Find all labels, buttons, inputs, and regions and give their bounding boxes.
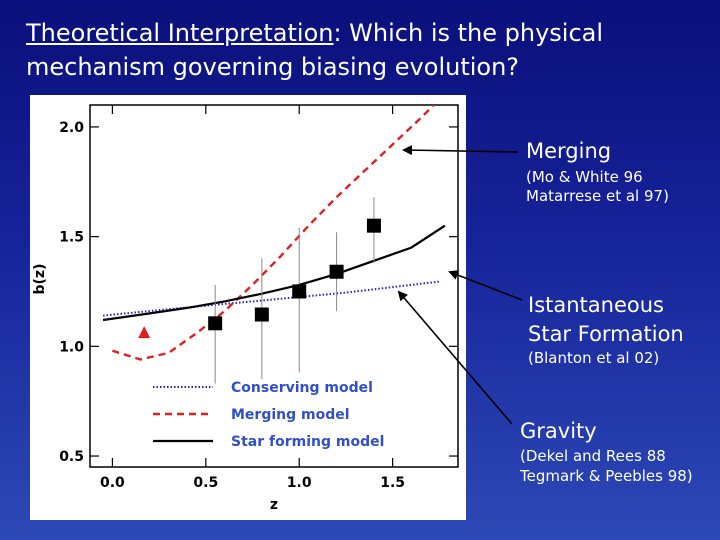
merging-ref-1: (Mo & White 96	[526, 168, 643, 186]
x-tick-label: 0.0	[100, 475, 125, 491]
series-lines	[102, 105, 446, 361]
data-point-square	[208, 316, 223, 331]
x-axis-label: z	[270, 497, 278, 513]
legend-label: Star forming model	[231, 434, 384, 450]
data-point-triangle	[138, 326, 151, 339]
legend-label: Merging model	[231, 407, 350, 423]
y-tick-label: 1.5	[59, 230, 84, 246]
y-axis-label: b(z)	[32, 264, 48, 295]
data-point-square	[366, 218, 381, 233]
chart-svg: 0.0 0.5 1.0 1.5 0.5 1.0 1.5 2.0 Conserving mode…	[32, 104, 459, 513]
y-tick-label: 0.5	[59, 449, 84, 465]
chart-panel: 0.0 0.5 1.0 1.5 0.5 1.0 1.5 2.0 Conserving mode…	[30, 95, 466, 520]
title-rest: : Which is the physical mechanism govern…	[26, 19, 604, 81]
merging-label: Merging	[526, 139, 612, 163]
gravity-label: Gravity	[520, 419, 597, 443]
star-formation-label-1: Istantaneous	[528, 293, 664, 317]
series-merging-model	[112, 105, 436, 361]
title-highlight: Theoretical Interpretation	[26, 19, 334, 47]
gravity-ref-2: Tegmark & Peebles 98)	[520, 467, 693, 485]
x-tick-label: 1.5	[380, 475, 405, 491]
x-tick-label: 1.0	[287, 475, 312, 491]
y-tick-label: 1.0	[59, 339, 84, 355]
data-points	[138, 197, 381, 384]
star-formation-ref: (Blanton et al 02)	[528, 349, 660, 367]
axis-ticks: 0.0 0.5 1.0 1.5 0.5 1.0 1.5 2.0	[59, 105, 458, 491]
x-tick-label: 0.5	[193, 475, 218, 491]
legend: Conserving model Merging model Star formin…	[153, 380, 384, 450]
data-point-square	[329, 264, 344, 279]
data-point-square	[292, 284, 307, 299]
star-formation-label-2: Star Formation	[528, 322, 684, 346]
data-point-square	[254, 307, 269, 322]
y-tick-label: 2.0	[59, 120, 84, 136]
merging-ref-2: Matarrese et al 97)	[526, 187, 669, 205]
legend-label: Conserving model	[231, 380, 373, 396]
series-star-forming-model	[102, 224, 446, 322]
series-conserving-model	[103, 280, 440, 317]
slide-title: Theoretical Interpretation: Which is the…	[26, 16, 706, 84]
gravity-ref-1: (Dekel and Rees 88	[520, 447, 666, 465]
